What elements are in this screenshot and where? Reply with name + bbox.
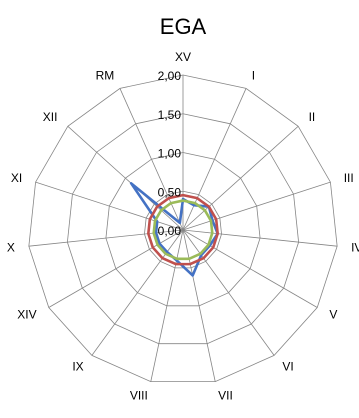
tick-label: 2,00 <box>158 69 182 83</box>
grid-layer <box>28 74 338 383</box>
grid-ring <box>105 152 261 307</box>
grid-ring <box>28 74 338 383</box>
category-label-xv: XV <box>175 50 191 64</box>
series-line-1 <box>129 182 219 277</box>
series-line-3 <box>152 199 214 261</box>
category-label-ii: II <box>309 110 316 124</box>
grid-spoke <box>182 229 338 247</box>
tick-label: 0,50 <box>158 185 182 199</box>
tick-label: 1,50 <box>158 108 182 122</box>
category-label-v: V <box>329 308 337 322</box>
category-label-iv: IV <box>351 241 359 255</box>
grid-spoke <box>182 229 318 308</box>
series-line-2 <box>147 193 219 266</box>
grid-spoke <box>119 88 184 231</box>
category-label-i: I <box>252 69 255 83</box>
grid-spoke <box>67 125 184 231</box>
category-label-vii: VII <box>218 388 233 402</box>
grid-spoke <box>150 229 184 382</box>
category-label-ix: IX <box>72 360 83 374</box>
grid-spoke <box>182 229 275 356</box>
category-label-xi: XI <box>11 171 22 185</box>
grid-ring <box>66 113 300 345</box>
category-label-x: X <box>7 241 15 255</box>
category-label-rm: RM <box>96 69 115 83</box>
grid-spoke <box>182 229 216 382</box>
tick-layer: 0,00 0,50 1,00 1,50 2,00 <box>158 69 182 238</box>
grid-spoke <box>182 181 331 231</box>
series-layer <box>129 182 219 277</box>
category-label-iii: III <box>344 171 354 185</box>
category-label-vi: VI <box>282 360 293 374</box>
category-label-xii: XII <box>43 110 58 124</box>
category-label-xiv: XIV <box>17 308 36 322</box>
tick-label: 1,00 <box>158 147 182 161</box>
chart-title: EGA <box>160 14 207 39</box>
tick-label: 0,00 <box>158 224 182 238</box>
category-label-viii: VIII <box>130 388 148 402</box>
grid-spoke <box>182 125 299 231</box>
